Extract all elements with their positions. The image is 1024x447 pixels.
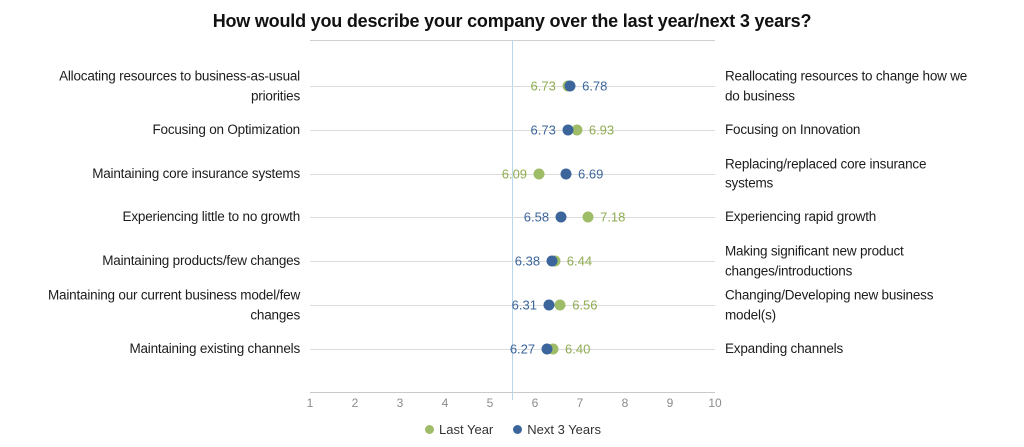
value-label-next-3-years: 6.38 [514, 253, 541, 269]
value-label-last-year: 6.93 [588, 122, 615, 138]
legend-label: Last Year [439, 422, 494, 437]
legend-item-last-year: Last Year [425, 422, 493, 437]
dot-next-3-years [560, 168, 572, 180]
category-label-right: Changing/Developing new business model(s… [725, 287, 934, 322]
x-axis-tick: 7 [576, 396, 584, 410]
x-axis-tick: 2 [351, 396, 359, 410]
value-label-next-3-years: 6.69 [578, 166, 604, 182]
dot-last-year [571, 124, 583, 136]
category-label-left: Maintaining existing channels [129, 341, 300, 357]
dot-next-3-years [543, 299, 555, 311]
row-gridline [310, 86, 715, 87]
x-axis-tick: 1 [306, 396, 314, 410]
x-axis-line [310, 392, 715, 393]
category-label-left: Maintaining core insurance systems [92, 165, 300, 181]
row-gridline [310, 261, 715, 263]
dot-next-3-years [564, 80, 576, 92]
category-label-left: Maintaining our current business model/f… [48, 287, 300, 322]
category-label-right: Experiencing rapid growth [725, 209, 877, 225]
legend-item-next-3-years: Next 3 Years [513, 422, 601, 437]
category-label-left: Focusing on Optimization [152, 122, 300, 138]
value-label-last-year: 6.56 [572, 297, 598, 313]
x-axis-tick: 8 [621, 396, 629, 410]
category-label-right: Replacing/replaced core insurance system… [725, 156, 927, 191]
reference-line [511, 40, 514, 400]
chart-title: How would you describe your company over… [212, 11, 812, 31]
x-axis-tick: 4 [441, 396, 449, 410]
value-label-last-year: 6.09 [501, 166, 528, 182]
value-label-next-3-years: 6.58 [523, 209, 550, 225]
category-label-right: Making significant new product changes/i… [725, 243, 904, 279]
legend: Last Year Next 3 Years [310, 422, 716, 437]
x-axis-tick: 6 [531, 396, 539, 410]
category-label-left: Allocating resources to business-as-usua… [59, 68, 300, 103]
value-label-next-3-years: 6.27 [509, 341, 536, 357]
row-gridline [310, 173, 715, 175]
legend-label: Next 3 Years [527, 422, 601, 437]
row-gridline [310, 348, 715, 350]
x-axis-tick: 9 [666, 396, 674, 410]
value-label-next-3-years: 6.31 [511, 297, 537, 313]
dot-next-3-years [546, 255, 558, 267]
row-gridline [310, 217, 715, 219]
x-axis-tick: 3 [396, 396, 404, 410]
dot-next-3-years [541, 343, 553, 355]
legend-marker-icon [425, 425, 435, 434]
value-label-next-3-years: 6.73 [530, 122, 556, 138]
value-label-last-year: 6.40 [565, 341, 591, 357]
dot-last-year [533, 168, 545, 180]
value-label-last-year: 6.73 [530, 78, 556, 94]
x-axis-tick: 5 [486, 396, 494, 410]
value-label-next-3-years: 6.78 [582, 78, 608, 94]
value-label-last-year: 7.18 [600, 209, 626, 225]
dot-last-year [554, 299, 566, 311]
dot-next-3-years [562, 124, 574, 136]
dot-last-year [582, 211, 594, 223]
row-gridline [310, 129, 715, 131]
dot-last-year [547, 343, 559, 355]
category-label-left: Experiencing little to no growth [122, 209, 301, 225]
category-label-left: Maintaining products/few changes [102, 253, 300, 269]
category-label-right: Focusing on Innovation [725, 122, 861, 138]
row-gridline [310, 305, 715, 306]
dot-next-3-years [555, 211, 567, 223]
legend-marker-icon [513, 425, 523, 434]
category-label-right: Expanding channels [725, 341, 843, 357]
x-axis-tick: 10 [708, 396, 722, 410]
value-label-last-year: 6.44 [566, 253, 593, 269]
category-label-right: Reallocating resources to change how we … [725, 68, 968, 103]
